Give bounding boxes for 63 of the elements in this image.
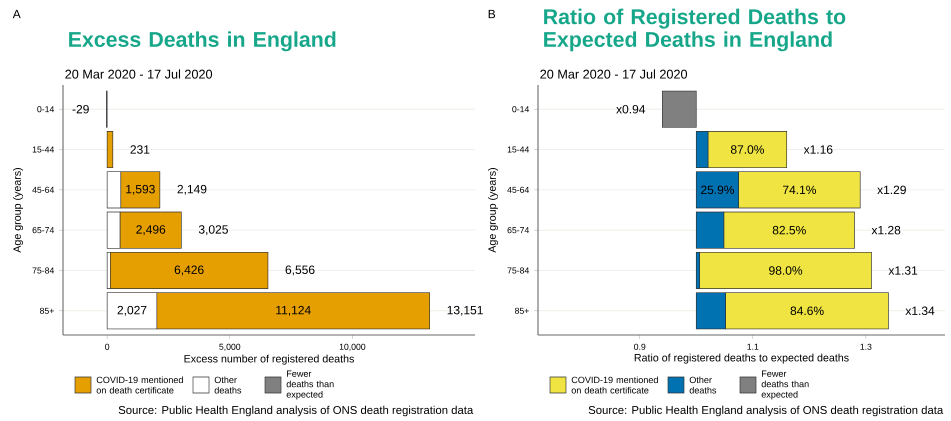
text: B [488,10,496,18]
x-tick-label: 0.9 [634,344,646,350]
y-tick-label: 75-84 [32,267,54,274]
y-tick-label: 85+ [40,308,54,314]
x-axis-title: Ratio of registered deaths to expected deaths [634,354,849,364]
text: A [12,10,21,18]
legend-label: Other deaths [690,376,716,394]
annotation: 98.0% [769,266,802,275]
y-axis-title: Age group (years) [13,168,23,253]
legend-label: Fewer deaths than expected [762,370,809,400]
y-tick-label: 65-74 [32,227,54,234]
annotation: 25.9% [701,186,734,194]
chart-title: Ratio of Registered Deaths to Expected Deaths in England [544,8,846,52]
y-tick-label: 45-64 [507,186,530,193]
annotation: x1.29 [877,186,906,194]
y-tick-label: 75-84 [508,267,530,274]
x-tick-label: 1.1 [747,344,758,350]
source-note: Source: Public Health England analysis of ONS death registration data [588,406,944,416]
annotation: x0.94 [616,104,646,114]
y-tick-label: 0-14 [512,106,530,112]
x-tick-label: 10,000 [340,344,366,351]
legend-label: COVID-19 mentioned on death certificate [96,376,183,394]
bar [662,90,697,128]
x-tick-label: 5,000 [219,344,240,351]
chart-subtitle: 20 Mar 2020 - 17 Jul 2020 [540,69,688,79]
total-label: 2,149 [178,184,206,195]
chart-title: Excess Deaths in England [69,31,336,52]
total-label: 6,556 [286,266,314,276]
data-label: 1,593 [126,184,155,195]
source-note: Source: Public Health England analysis of ONS death registration data [118,406,474,416]
y-tick-label: 0-14 [37,106,54,112]
total-label: 3,025 [198,225,228,236]
annotation: 74.1% [783,186,816,194]
annotation: 87.0% [730,145,764,154]
annotation: x1.16 [804,145,832,154]
annotation: x1.28 [872,226,900,234]
chart-subtitle: 20 Mar 2020 - 17 Jul 2020 [65,69,212,79]
y-tick-label: 15-44 [508,146,530,153]
y-tick-label: 45-64 [32,186,54,193]
x-tick-label: 1.3 [860,344,872,350]
total-label: 13,151 [448,306,483,316]
x-axis-title: Excess number of registered deaths [184,354,354,365]
bar [110,252,268,289]
y-axis-title: Age group (years) [488,168,498,253]
annotation: 82.5% [772,226,806,234]
total-label: -29 [72,104,89,114]
data-label: 11,124 [276,306,311,316]
legend-label: COVID-19 mentioned on death certificate [572,376,658,394]
bar [699,252,872,289]
annotation: x1.31 [888,266,918,275]
x-tick-label: 0 [105,344,110,350]
total-label: 231 [130,145,150,154]
annotation: 84.6% [790,306,824,316]
y-tick-label: 65-74 [508,227,530,234]
data-label: 6,426 [174,266,204,276]
legend-label: Other deaths [214,376,242,394]
annotation: x1.34 [906,306,934,316]
y-tick-label: 85+ [514,308,529,314]
legend-label: Fewer deaths than expected [286,370,334,400]
bar [106,131,114,168]
data-label: 2,496 [136,225,166,236]
data-label: 2,027 [118,306,146,316]
y-tick-label: 15-44 [32,146,54,153]
